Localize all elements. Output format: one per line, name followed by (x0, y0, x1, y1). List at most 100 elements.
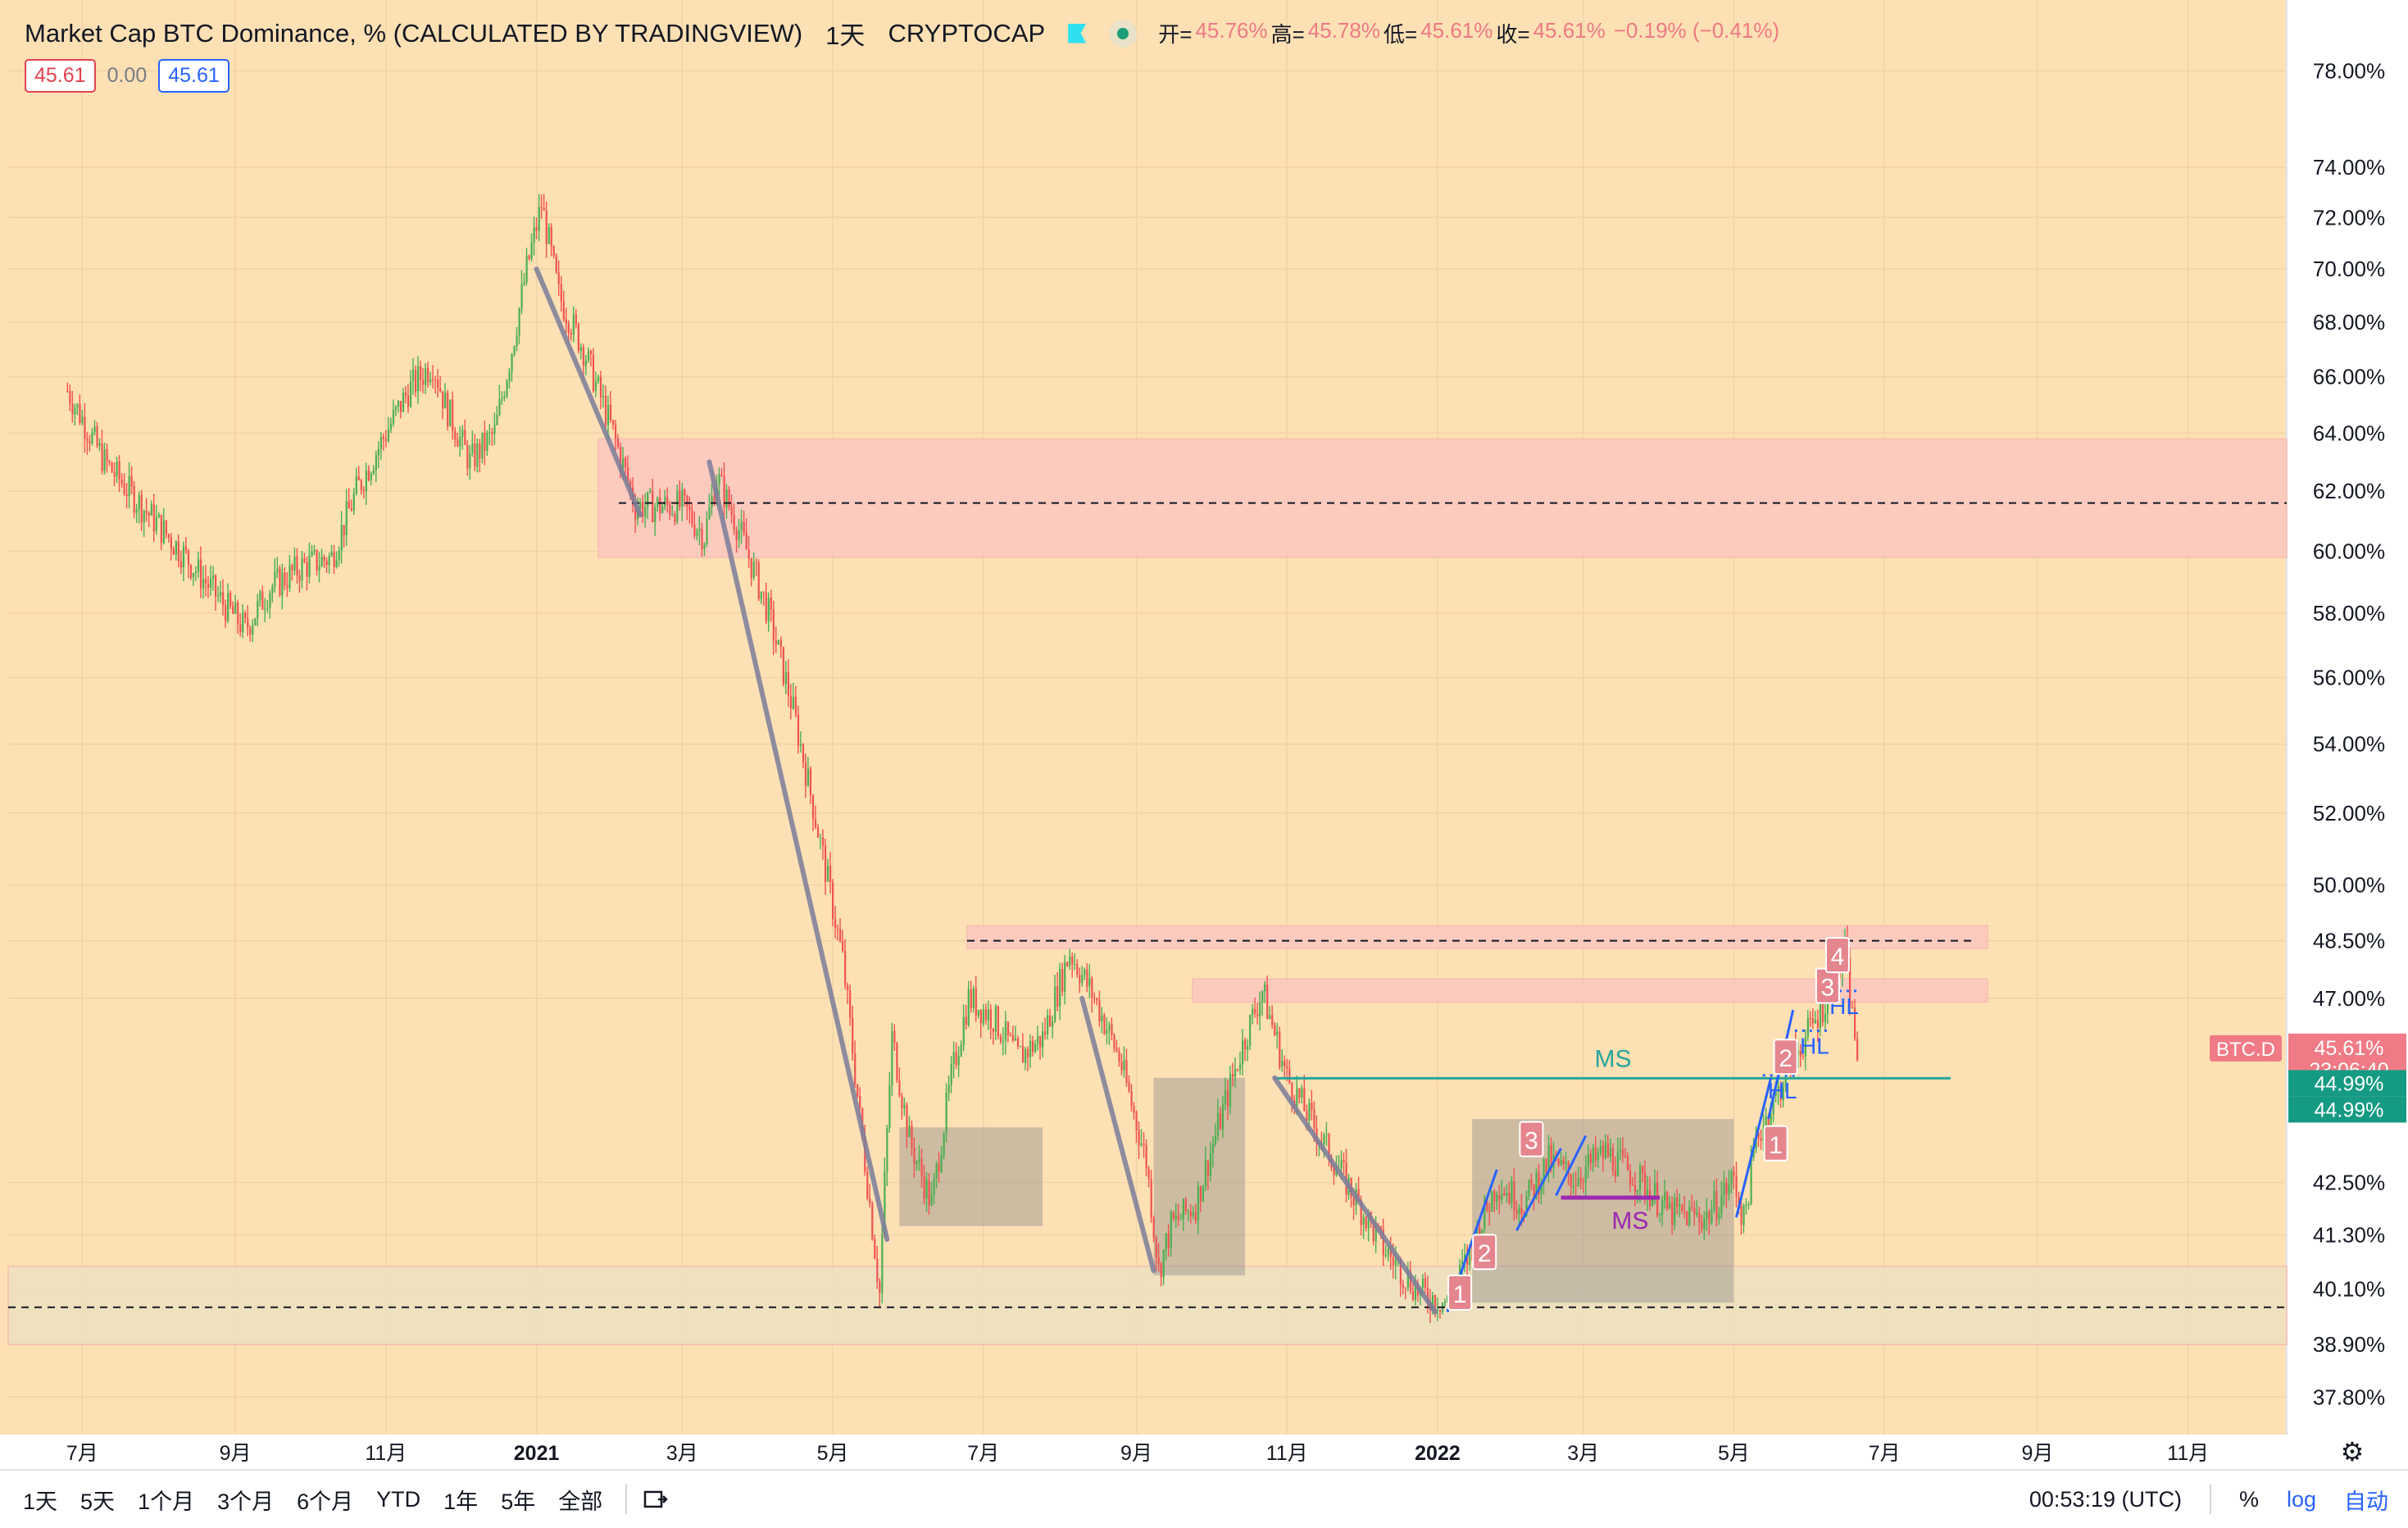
y-tick-label: 47.00% (2313, 986, 2385, 1011)
trend-line[interactable] (534, 266, 643, 518)
candle-body (957, 1056, 960, 1066)
candle-body (113, 472, 116, 477)
candle-body (945, 1093, 947, 1134)
level-price-tag[interactable]: 44.99% (2288, 1096, 2406, 1123)
price-zone[interactable] (1192, 978, 1988, 1003)
candle-body (669, 504, 671, 516)
impulse-line[interactable] (1555, 1135, 1588, 1197)
wave-label[interactable]: 2 (1773, 1039, 1798, 1076)
candle-body (291, 565, 293, 571)
candle-body (1426, 1288, 1429, 1303)
price-zone[interactable] (7, 1265, 2288, 1345)
trend-line[interactable] (1272, 1075, 1438, 1315)
candle-body (1034, 1044, 1037, 1053)
range-ytd-button[interactable]: YTD (376, 1486, 421, 1512)
exchange-label[interactable]: CRYPTOCAP (888, 18, 1046, 48)
candle-body (1143, 1143, 1145, 1145)
range-1d-button[interactable]: 1天 (23, 1489, 58, 1514)
wave-label[interactable]: 3 (1815, 967, 1840, 1004)
consolidation-box[interactable] (899, 1127, 1043, 1226)
candle-body (770, 597, 772, 610)
market-status-icon[interactable] (1109, 19, 1138, 48)
buy-button[interactable]: 45.61 (158, 59, 229, 93)
candle-body (570, 333, 572, 335)
candle-body (1204, 1160, 1207, 1187)
consolidation-box[interactable] (1153, 1077, 1246, 1276)
utc-clock[interactable]: 00:53:19 (UTC) (2029, 1486, 2182, 1512)
trend-line[interactable] (1079, 995, 1156, 1274)
candle-body (382, 437, 385, 439)
wave-label[interactable]: 3 (1519, 1121, 1544, 1157)
candle-body (1152, 1217, 1155, 1238)
symbol-tag[interactable]: BTC.D (2210, 1035, 2282, 1062)
candle-body (528, 255, 530, 259)
range-6m-button[interactable]: 6个月 (297, 1489, 354, 1514)
wave-label[interactable]: 4 (1824, 937, 1850, 974)
candle-body (725, 489, 728, 507)
impulse-line[interactable] (1734, 1077, 1773, 1218)
candle-series[interactable] (66, 193, 1859, 1323)
candle-body (629, 481, 632, 488)
wave-label[interactable]: 1 (1447, 1274, 1473, 1311)
candle-body (1565, 1162, 1567, 1164)
sell-button[interactable]: 45.61 (25, 59, 96, 93)
candle-body (1647, 1189, 1649, 1197)
candle-body (420, 366, 422, 380)
range-5d-button[interactable]: 5天 (80, 1489, 116, 1514)
ms-label: MS (1595, 1045, 1632, 1072)
range-3m-button[interactable]: 3个月 (217, 1489, 275, 1514)
candle-body (1323, 1135, 1325, 1144)
candle-body (1174, 1215, 1177, 1220)
price-zone[interactable] (597, 438, 2288, 558)
log-scale-button[interactable]: log (2286, 1486, 2316, 1512)
candle-body (622, 458, 625, 470)
wave-label[interactable]: 2 (1472, 1234, 1497, 1271)
x-tick-label: 9月 (220, 1442, 252, 1465)
high-value: 45.78% (1307, 18, 1380, 43)
auto-scale-button[interactable]: 自动 (2344, 1489, 2388, 1514)
candle-body (987, 1009, 989, 1021)
candle-body (1044, 1031, 1047, 1035)
candle-body (1247, 1045, 1249, 1050)
candle-body (488, 432, 491, 434)
candle-body (411, 370, 415, 382)
symbol-title[interactable]: Market Cap BTC Dominance, % (CALCULATED … (25, 18, 803, 48)
impulse-line[interactable] (1515, 1148, 1562, 1231)
time-axis[interactable] (0, 1435, 2287, 1469)
candle-body (89, 440, 91, 443)
candle-body (1767, 1116, 1770, 1128)
candle-body (1064, 962, 1066, 992)
range-1m-button[interactable]: 1个月 (138, 1489, 195, 1514)
candle-body (1661, 1200, 1664, 1215)
go-to-date-icon[interactable] (643, 1489, 668, 1510)
candle-body (274, 571, 276, 587)
price-zone[interactable] (966, 925, 1988, 949)
range-all-button[interactable]: 全部 (558, 1489, 603, 1514)
price-axis[interactable] (2287, 0, 2408, 1435)
bottom-toolbar: 1天 5天 1个月 3个月 6个月 YTD 1年 5年 全部 00:53:19 … (0, 1469, 2408, 1528)
candle-body (1545, 1158, 1547, 1173)
candle-body (1384, 1255, 1387, 1257)
candle-body (567, 323, 570, 334)
trend-line[interactable] (706, 459, 890, 1242)
candle-body (750, 557, 752, 578)
candle-body (1587, 1153, 1589, 1167)
range-5y-button[interactable]: 5年 (501, 1489, 536, 1514)
flag-icon[interactable] (1068, 23, 1087, 43)
candle-body (1750, 1157, 1752, 1204)
candle-body (706, 518, 708, 545)
settings-gear-icon[interactable]: ⚙ (2340, 1437, 2365, 1467)
candle-body (1848, 957, 1851, 1008)
candle-body (120, 480, 123, 484)
level-price-tag[interactable]: 44.99% (2288, 1070, 2406, 1097)
range-1y-button[interactable]: 1年 (443, 1489, 479, 1514)
candle-body (1254, 1008, 1256, 1014)
wave-label[interactable]: 1 (1763, 1125, 1788, 1162)
x-tick-label: 5月 (1718, 1442, 1750, 1465)
candle-body (338, 551, 340, 561)
candle-body (479, 443, 481, 459)
interval-label[interactable]: 1天 (825, 21, 866, 50)
candle-body (1518, 1207, 1520, 1214)
percent-scale-button[interactable]: % (2238, 1486, 2259, 1512)
